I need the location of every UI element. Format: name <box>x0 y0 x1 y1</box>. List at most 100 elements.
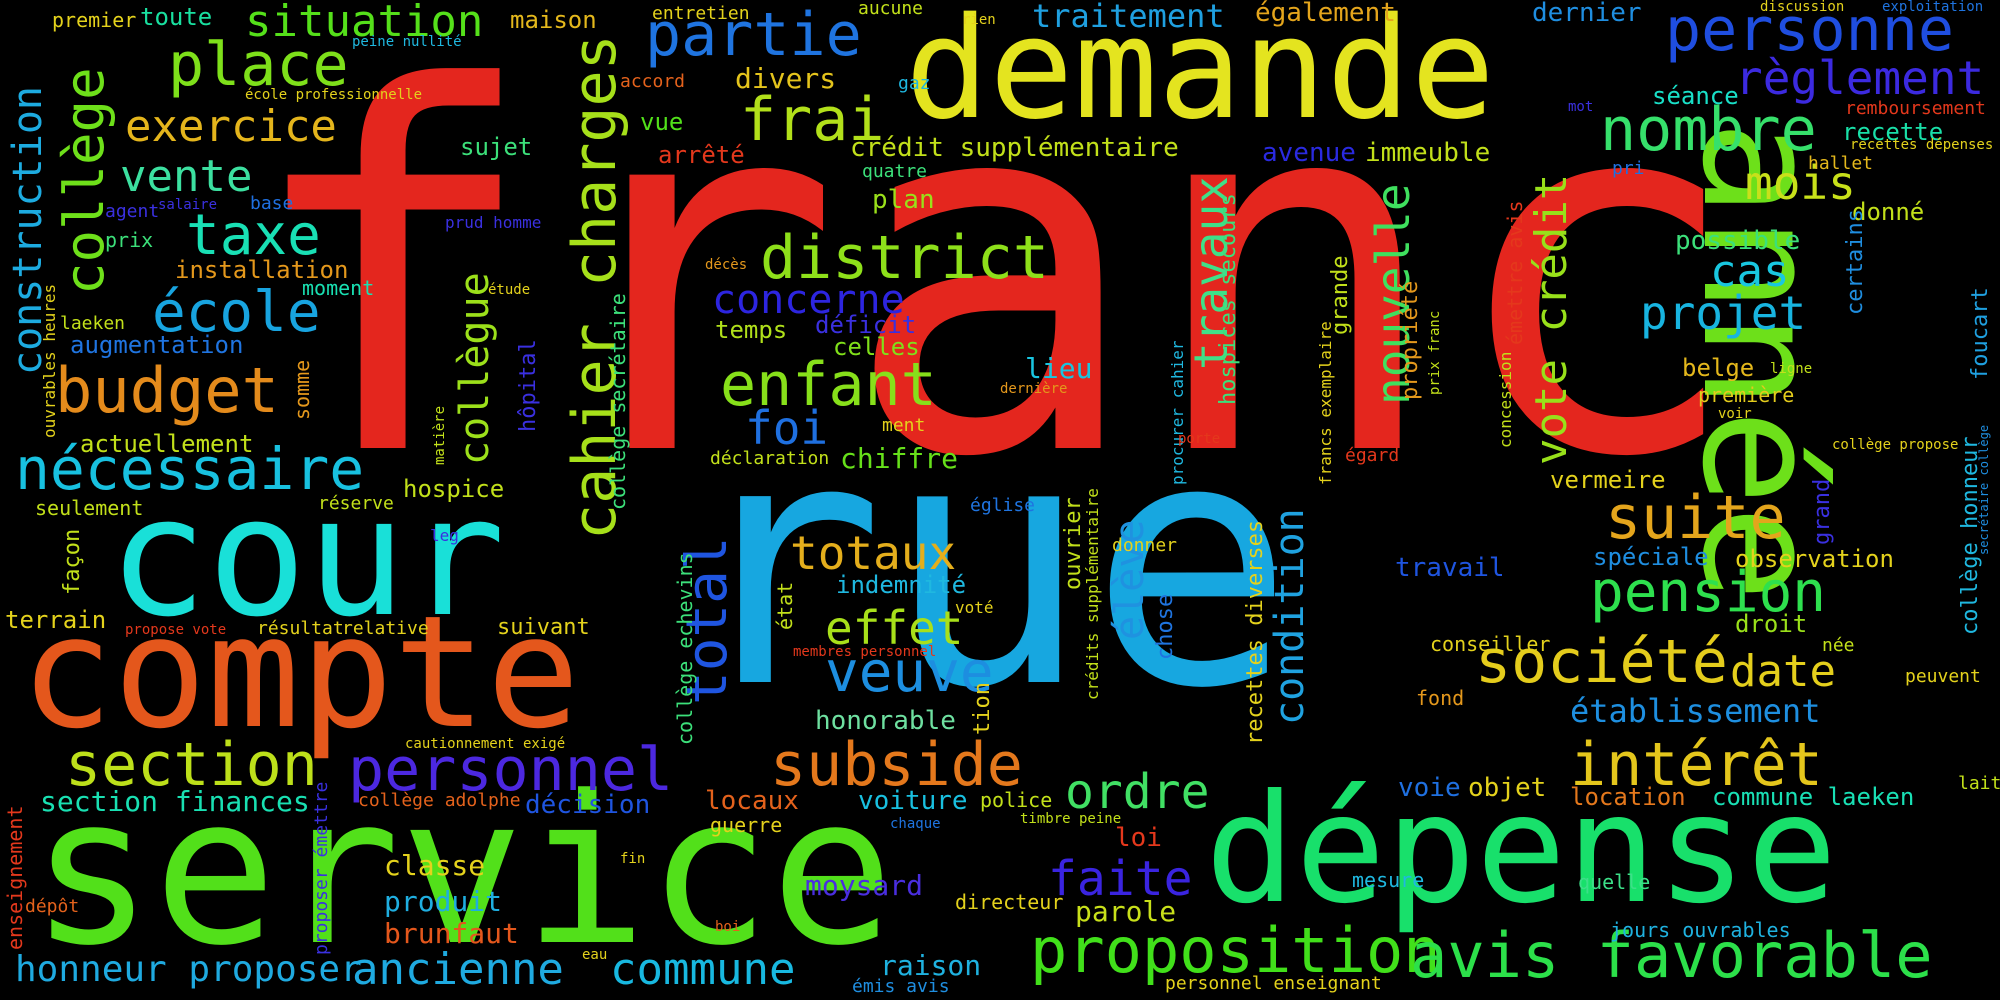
word-cas: cas <box>1710 246 1790 297</box>
word-moment: moment <box>302 276 375 300</box>
word-terrain: terrain <box>5 606 107 634</box>
word-ancienne: ancienne <box>352 944 564 995</box>
word-mesure: mesure <box>1352 868 1425 892</box>
word-etat: état <box>773 581 797 630</box>
word-eau: eau <box>582 947 608 963</box>
word-augmentation: augmentation <box>70 331 244 359</box>
word-rien: rien <box>962 12 996 28</box>
word-immeuble: immeuble <box>1365 138 1491 168</box>
word-chaque: chaque <box>890 816 941 832</box>
word-matiere: matière <box>432 405 448 465</box>
word-emettre-avis: émettre avis <box>1503 200 1527 346</box>
word-propriete: propriété <box>1398 280 1423 400</box>
word-credit-supplementaire: crédit supplémentaire <box>850 133 1179 163</box>
word-police: police <box>980 788 1053 812</box>
word-vote: voté <box>955 598 994 617</box>
word-installation: installation <box>175 256 349 284</box>
word-classe: classe <box>384 849 486 882</box>
word-college-adolphe: collège adolphe <box>358 790 521 811</box>
word-observation: observation <box>1735 545 1894 573</box>
word-vermeire: vermeire <box>1550 466 1666 494</box>
word-effet: effet <box>825 601 964 655</box>
word-agent: agent <box>105 201 160 222</box>
word-recettes-diverses: recettes diverses <box>1243 519 1268 745</box>
word-peuvent: peuvent <box>1905 666 1981 687</box>
word-accord: accord <box>620 71 686 92</box>
word-prud-homme: prud homme <box>445 213 542 232</box>
word-totaux: totaux <box>790 526 957 580</box>
word-section-finances: section finances <box>40 785 310 818</box>
word-societe: société <box>1475 627 1728 697</box>
word-eglise: église <box>970 495 1036 516</box>
word-donne: donné <box>1852 198 1925 226</box>
word-celles: celles <box>833 333 920 361</box>
word-vente: vente <box>120 151 253 202</box>
word-cour: cour <box>108 461 506 653</box>
word-concerne: concerne <box>712 277 905 323</box>
word-dernier: dernier <box>1532 0 1642 28</box>
word-nee: née <box>1822 635 1855 656</box>
word-location: location <box>1570 783 1686 811</box>
word-interet: intérêt <box>1570 730 1823 800</box>
word-etablissement: établissement <box>1570 692 1821 730</box>
word-hopital: hôpital <box>516 339 541 432</box>
word-honorable: honorable <box>815 706 956 736</box>
word-deces: décès <box>705 257 748 273</box>
word-arrete: arrêté <box>658 141 745 169</box>
word-declaration: déclaration <box>710 448 830 469</box>
word-foi: foi <box>745 401 829 455</box>
word-certains: certains <box>1843 209 1868 315</box>
word-college-propose: collège propose <box>1832 437 1959 453</box>
word-facon: façon <box>60 528 85 595</box>
word-procurer-cahier: procurer cahier <box>1168 340 1187 486</box>
word-plan: plan <box>872 185 935 215</box>
word-service: service <box>30 753 894 991</box>
word-actuellement: actuellement <box>80 430 254 458</box>
word-remboursement: remboursement <box>1845 98 1986 119</box>
word-pri: pri <box>1612 158 1645 179</box>
word-somme: somme <box>290 359 314 420</box>
word-recette: recette <box>1842 118 1944 146</box>
word-demande: demande <box>905 0 1496 151</box>
word-voie: voie <box>1398 773 1461 803</box>
word-boi: boi <box>715 919 741 935</box>
word-temps: temps <box>715 316 788 344</box>
word-personnel-enseignant: personnel enseignant <box>1165 973 1382 994</box>
word-chose: chose <box>1153 593 1178 660</box>
word-brunfaut: brunfaut <box>384 917 519 950</box>
word-peine-nullite: peine nullité <box>352 34 462 50</box>
word-proposition: proposition <box>1030 914 1441 987</box>
word-situation: situation <box>245 0 484 47</box>
word-francs-exemplaire: francs exemplaire <box>1316 321 1335 485</box>
word-fin: fin <box>620 851 646 867</box>
word-avenue: avenue <box>1262 138 1356 168</box>
word-credits-supplementaire: crédits supplémentaire <box>1083 488 1102 700</box>
word-ecole: école <box>152 280 321 345</box>
word-personne: personne <box>1665 0 1954 65</box>
word-membres-personnel: membres personnel <box>793 644 937 660</box>
word-conseiller: conseiller <box>1430 632 1551 656</box>
word-district: district <box>760 223 1049 293</box>
word-travail: travail <box>1395 553 1505 583</box>
word-frai: frai <box>740 85 885 155</box>
word-prix: prix <box>105 228 154 252</box>
word-produit: produit <box>384 885 503 918</box>
word-possible: possible <box>1675 226 1801 256</box>
word-etude: étude <box>488 282 531 298</box>
word-tion: tion <box>970 682 995 735</box>
word-loi: loi <box>1115 823 1162 853</box>
word-enseignement: enseignement <box>3 805 27 951</box>
word-reglement: règlement <box>1735 51 1985 105</box>
word-commune-laeken: commune laeken <box>1712 783 1915 811</box>
word-egard: égard <box>1345 445 1400 466</box>
word-rue: rue <box>680 367 1295 763</box>
word-porte: porte <box>1178 431 1221 447</box>
word-vote-credit: vote crédit <box>1526 173 1577 465</box>
word-lieu: lieu <box>1025 352 1093 385</box>
word-commune: commune <box>610 944 796 995</box>
word-suivant: suivant <box>497 615 590 640</box>
word-avis-favorable: avis favorable <box>1410 919 1933 992</box>
word-parole: parole <box>1075 895 1177 928</box>
word-honneur-proposer: honneur proposer <box>15 949 362 990</box>
